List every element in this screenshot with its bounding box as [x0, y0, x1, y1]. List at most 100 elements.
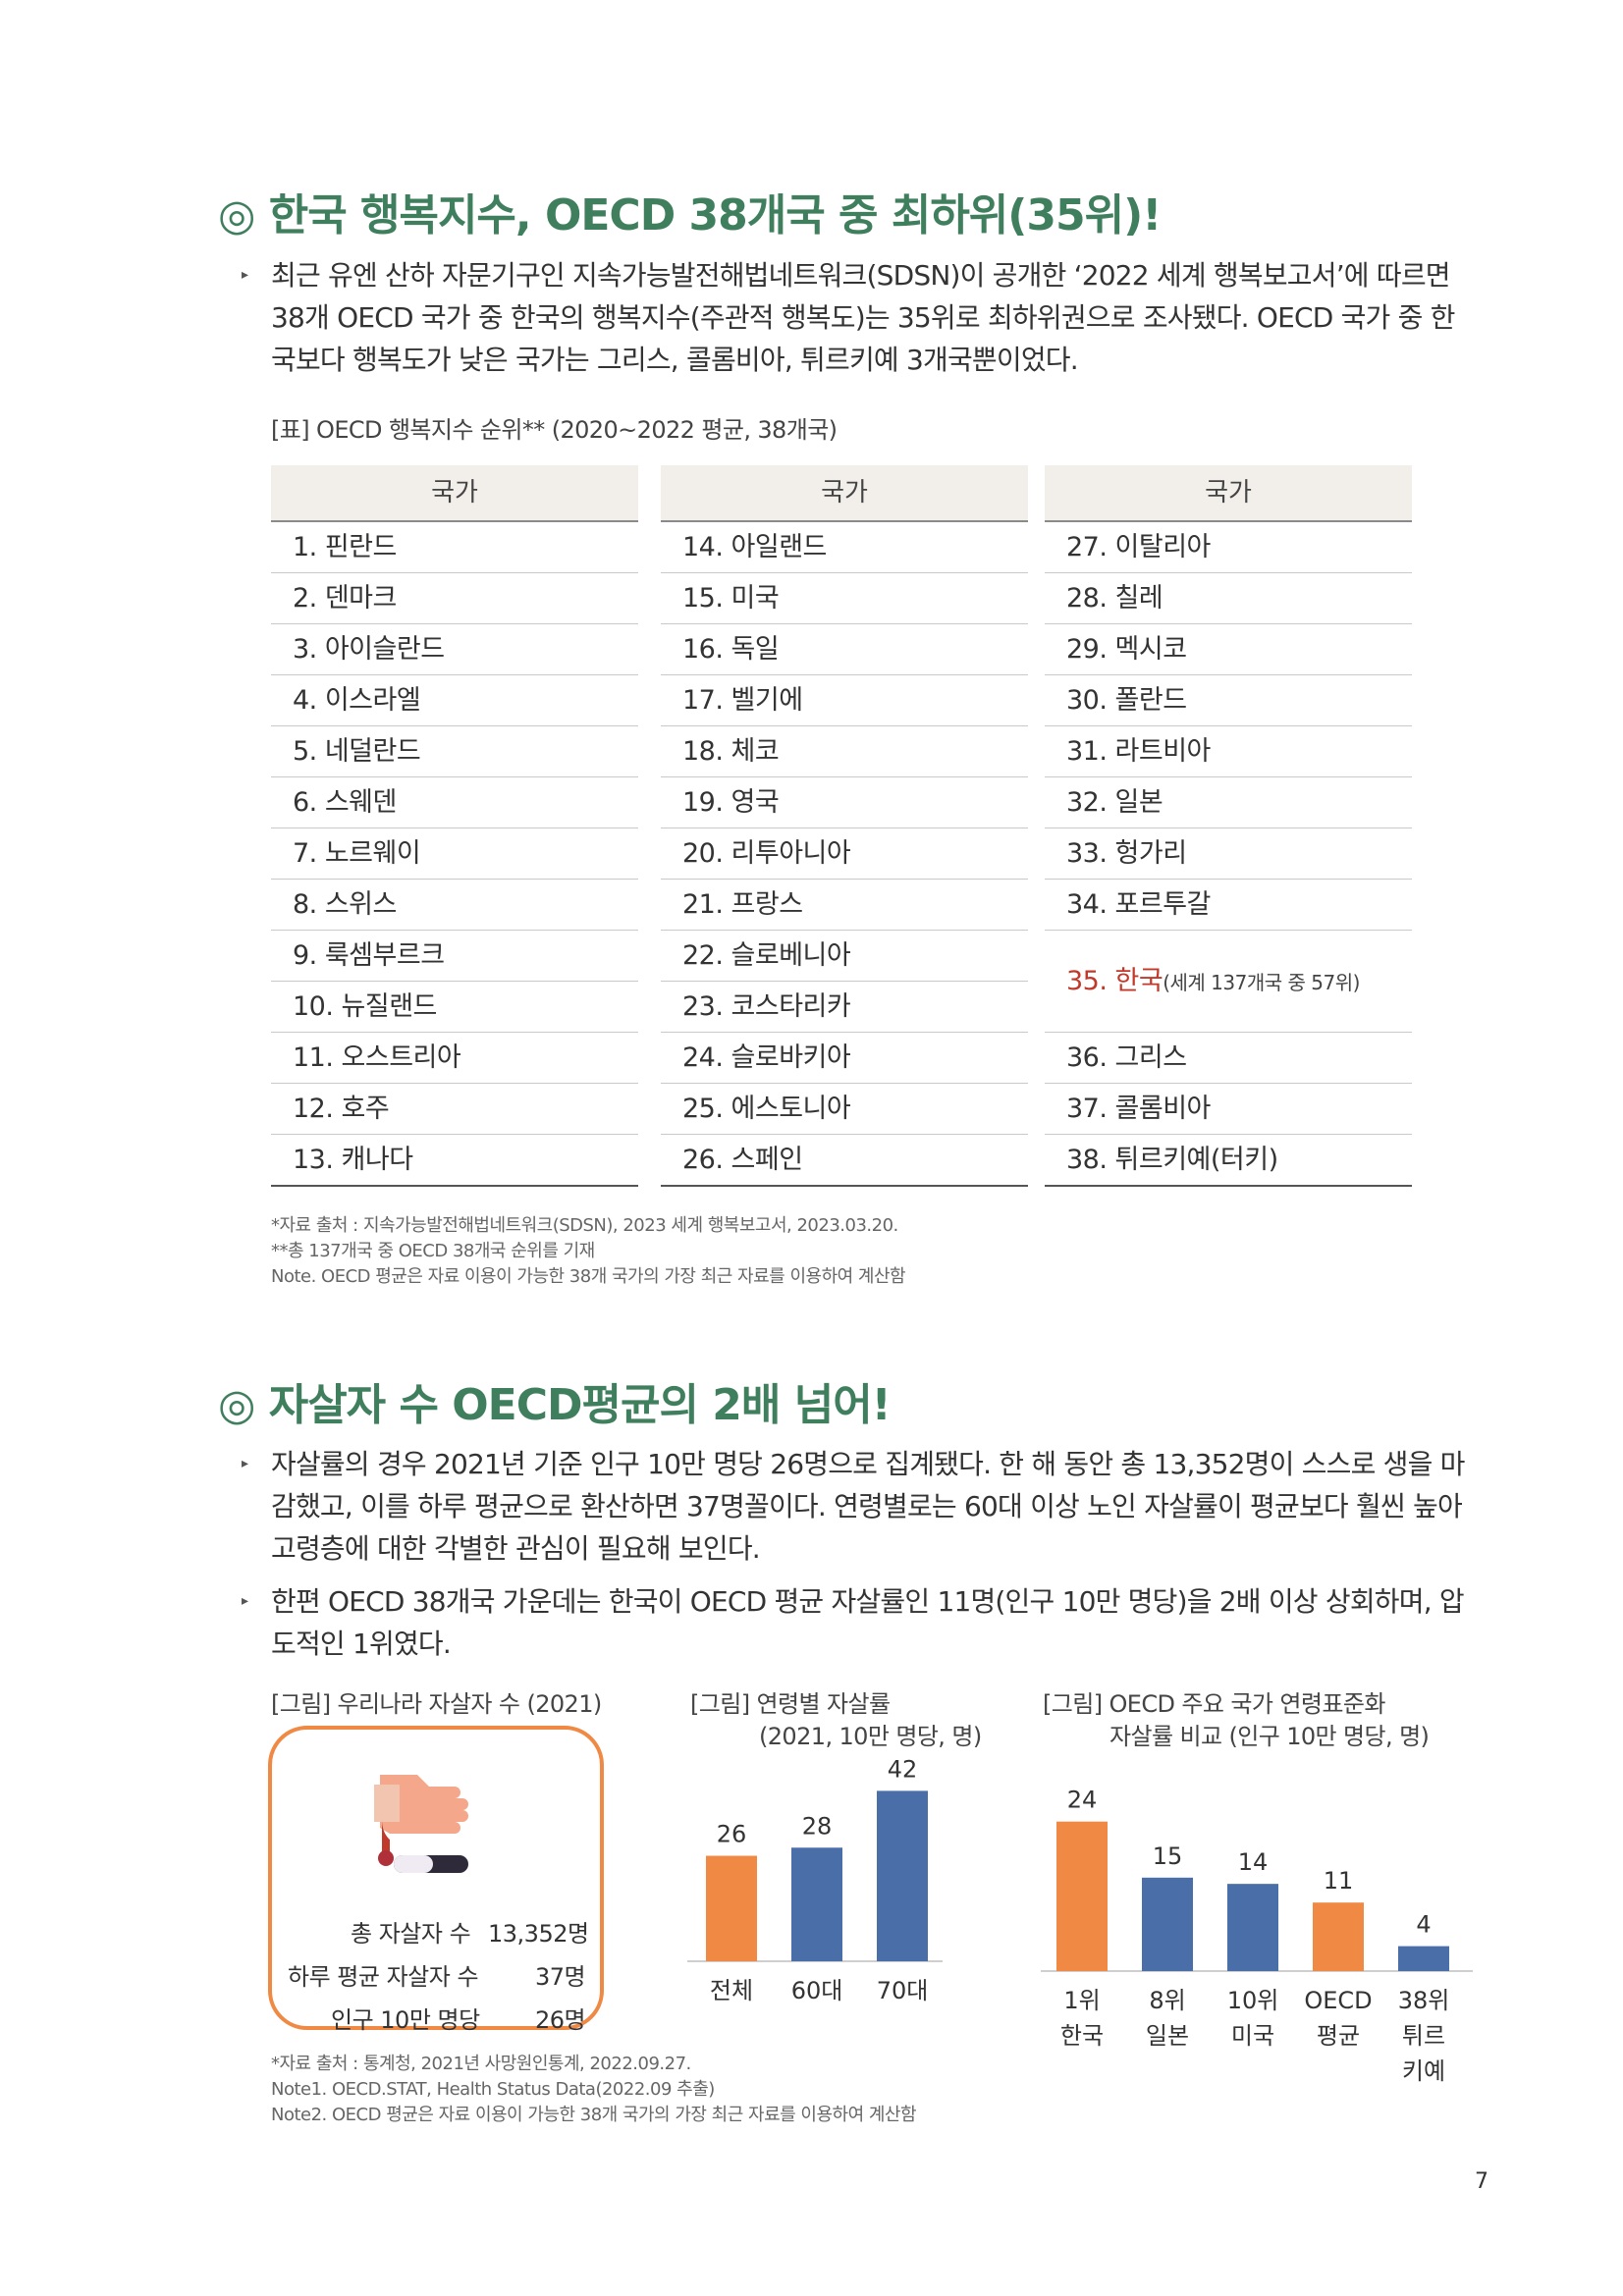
ranking-column-1: 국가 1. 핀란드 2. 덴마크 3. 아이슬란드 4. 이스라엘 5. 네덜란드 6. … — [271, 465, 638, 1187]
ranking-row: 7. 노르웨이 — [271, 828, 638, 880]
section2-paragraph-1: 자살률의 경우 2021년 기준 인구 10만 명당 26명으로 집계됐다. 한… — [271, 1448, 1465, 1565]
note-line: **총 137개국 중 OECD 38개국 순위를 기재 — [271, 1241, 595, 1261]
category-label: 튀르 — [1402, 2022, 1445, 2050]
category-label: 70대 — [877, 1977, 929, 2004]
ranking-row: 31. 라트비아 — [1045, 726, 1412, 777]
ranking-row: 38. 튀르키예(터키) — [1045, 1135, 1412, 1187]
section2-notes: *자료 출처 : 통계청, 2021년 사망원인통계, 2022.09.27. … — [271, 2052, 917, 2128]
korea-row: 35. 한국(세계 137개국 중 57위) — [1045, 931, 1412, 1033]
ranking-row: 29. 멕시코 — [1045, 624, 1412, 675]
ranking-row: 34. 포르투갈 — [1045, 880, 1412, 931]
bullet-icon: ▸ — [242, 1593, 249, 1609]
ranking-column-2: 국가 14. 아일랜드 15. 미국 16. 독일 17. 벨기에 18. 체코 19. … — [661, 465, 1028, 1187]
total-suicides-label: 총 자살자 수 — [351, 1920, 471, 1948]
ranking-row: 2. 덴마크 — [271, 573, 638, 624]
data-label: 26 — [717, 1821, 747, 1848]
data-label: 4 — [1416, 1911, 1431, 1939]
per-100k-value: 26명 — [535, 2006, 586, 2034]
ranking-row: 20. 리투아니아 — [661, 828, 1028, 880]
data-label: 15 — [1153, 1842, 1183, 1870]
data-label: 24 — [1067, 1787, 1098, 1814]
bar — [1227, 1884, 1278, 1971]
bar — [1398, 1946, 1449, 1971]
daily-average-value: 37명 — [535, 1963, 586, 1991]
ranking-row: 12. 호주 — [271, 1084, 638, 1135]
ranking-row: 4. 이스라엘 — [271, 675, 638, 726]
ranking-row: 6. 스웨덴 — [271, 777, 638, 828]
wrist-blood-icon — [374, 1775, 468, 1873]
column-header: 국가 — [661, 465, 1028, 522]
total-suicides-value: 13,352명 — [488, 1920, 589, 1948]
ranking-row: 30. 폴란드 — [1045, 675, 1412, 726]
table-caption: [표] OECD 행복지수 순위** (2020~2022 평균, 38개국) — [271, 416, 838, 444]
bullet-icon: ▸ — [242, 1456, 249, 1471]
fig2-caption-line1: [그림] 연령별 자살률 — [690, 1690, 891, 1718]
ranking-row: 28. 칠레 — [1045, 573, 1412, 624]
age-suicide-rate-chart: 26 전체 28 60대 42 70대 — [687, 1747, 952, 2046]
section1-notes: *자료 출처 : 지속가능발전해법네트워크(SDSN), 2023 세계 행복보… — [271, 1213, 906, 1290]
bullet-icon: ▸ — [242, 267, 249, 283]
category-label: 평균 — [1317, 2022, 1360, 2050]
ranking-row: 22. 슬로베니아 — [661, 931, 1028, 982]
category-label: OECD — [1304, 1987, 1372, 2014]
section2-title: ◎ 자살자 수 OECD평균의 2배 넘어! — [218, 1380, 892, 1430]
age-suicide-rate-svg: 26 전체 28 60대 42 70대 — [687, 1755, 943, 2004]
bar — [1313, 1902, 1364, 1971]
ranking-row: 13. 캐나다 — [271, 1135, 638, 1187]
korea-world-rank: (세계 137개국 중 57위) — [1163, 971, 1360, 994]
note-line: *자료 출처 : 통계청, 2021년 사망원인통계, 2022.09.27. — [271, 2054, 691, 2074]
ranking-row: 10. 뉴질랜드 — [271, 982, 638, 1033]
ranking-row: 19. 영국 — [661, 777, 1028, 828]
ranking-row: 36. 그리스 — [1045, 1033, 1412, 1084]
ranking-row: 23. 코스타리카 — [661, 982, 1028, 1033]
ranking-row: 32. 일본 — [1045, 777, 1412, 828]
category-label: 키예 — [1402, 2057, 1445, 2085]
category-label: 1위 — [1063, 1987, 1100, 2014]
data-label: 11 — [1324, 1867, 1354, 1895]
category-label: 한국 — [1060, 2022, 1104, 2050]
bar — [877, 1790, 928, 1961]
category-label: 8위 — [1149, 1987, 1185, 2014]
ranking-column-3: 국가 27. 이탈리아 28. 칠레 29. 멕시코 30. 폴란드 31. 라트비아 3… — [1045, 465, 1412, 1187]
ranking-row: 37. 콜롬비아 — [1045, 1084, 1412, 1135]
ranking-row: 33. 헝가리 — [1045, 828, 1412, 880]
ranking-row: 11. 오스트리아 — [271, 1033, 638, 1084]
ranking-row: 17. 벨기에 — [661, 675, 1028, 726]
ranking-row: 8. 스위스 — [271, 880, 638, 931]
bar — [706, 1855, 757, 1961]
category-label: 일본 — [1146, 2022, 1189, 2050]
note-line: Note2. OECD 평균은 자료 이용이 가능한 38개 국가의 가장 최근… — [271, 2105, 917, 2125]
column-header: 국가 — [271, 465, 638, 522]
ranking-row: 24. 슬로바키아 — [661, 1033, 1028, 1084]
ranking-row: 3. 아이슬란드 — [271, 624, 638, 675]
page-number: 7 — [1475, 2169, 1488, 2194]
ranking-row: 16. 독일 — [661, 624, 1028, 675]
data-label: 14 — [1238, 1848, 1269, 1876]
ranking-row: 18. 체코 — [661, 726, 1028, 777]
fig3-caption-line2: 자살률 비교 (인구 10만 명당, 명) — [1109, 1723, 1430, 1750]
category-label: 60대 — [791, 1977, 843, 2004]
data-label: 42 — [888, 1755, 918, 1783]
section1-paragraph: 최근 유엔 산하 자문기구인 지속가능발전해법네트워크(SDSN)이 공개한 ‘… — [271, 259, 1455, 376]
fig3-caption-line1: [그림] OECD 주요 국가 연령표준화 — [1043, 1690, 1385, 1718]
note-line: Note1. OECD.STAT, Health Status Data(202… — [271, 2079, 715, 2100]
ranking-row: 26. 스페인 — [661, 1135, 1028, 1187]
ranking-row: 1. 핀란드 — [271, 522, 638, 573]
ranking-row: 5. 네덜란드 — [271, 726, 638, 777]
category-label: 38위 — [1398, 1987, 1450, 2014]
category-label: 미국 — [1231, 2022, 1274, 2050]
suicide-stats-box: 총 자살자 수 13,352명 하루 평균 자살자 수 37명 인구 10만 명… — [268, 1726, 604, 2034]
bar — [1142, 1877, 1193, 1971]
data-label: 28 — [802, 1812, 833, 1840]
daily-average-label: 하루 평균 자살자 수 — [288, 1963, 479, 1991]
ranking-row: 15. 미국 — [661, 573, 1028, 624]
ranking-row: 21. 프랑스 — [661, 880, 1028, 931]
note-line: Note. OECD 평균은 자료 이용이 가능한 38개 국가의 가장 최근 … — [271, 1266, 906, 1287]
category-label: 10위 — [1227, 1987, 1279, 2014]
ranking-row: 25. 에스토니아 — [661, 1084, 1028, 1135]
ranking-row: 9. 룩셈부르크 — [271, 931, 638, 982]
fig1-caption: [그림] 우리나라 자살자 수 (2021) — [271, 1690, 602, 1718]
bar — [791, 1847, 842, 1961]
ranking-row: 27. 이탈리아 — [1045, 522, 1412, 573]
